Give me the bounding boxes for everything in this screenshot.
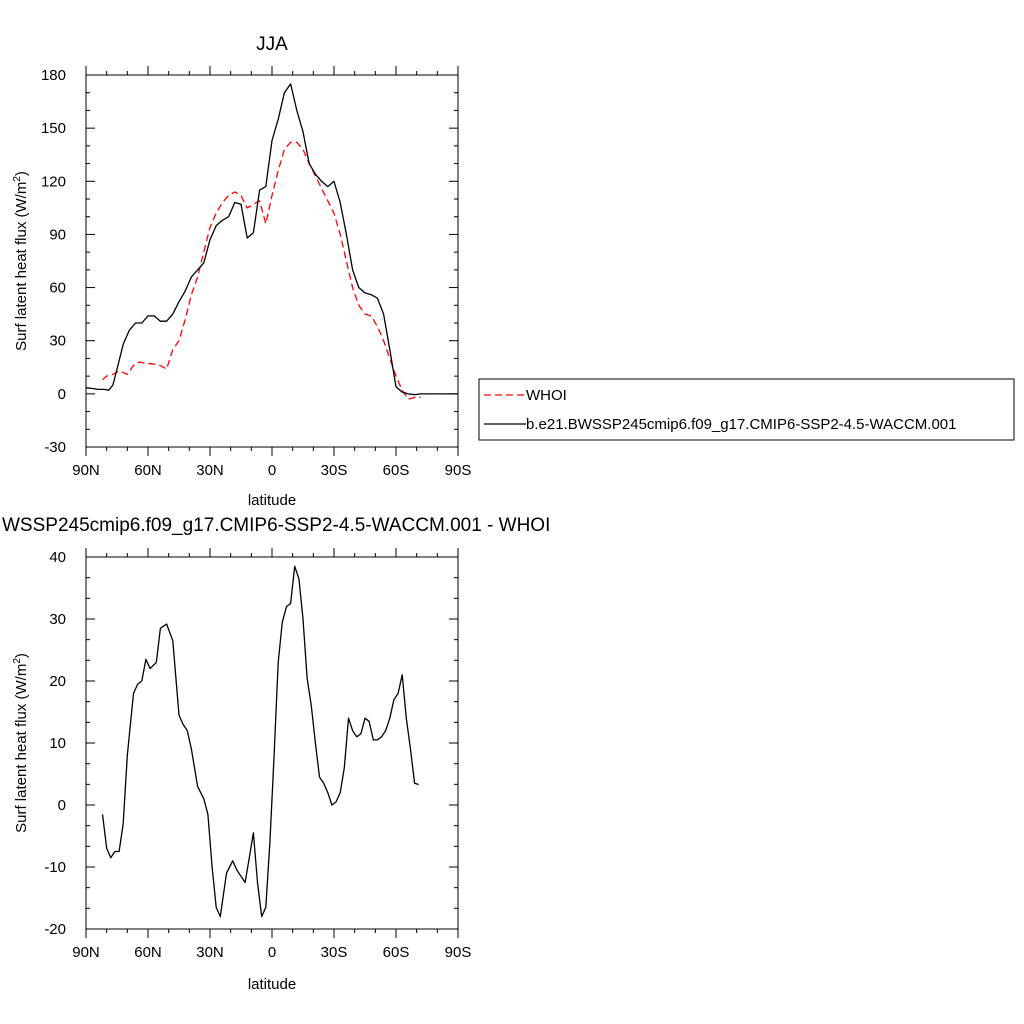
bottom-y-tick-label: 40 xyxy=(49,549,66,566)
top-y-tick-label: 180 xyxy=(41,67,66,84)
bottom-x-tick-label: 90N xyxy=(72,944,100,961)
bottom-x-tick-label: 90S xyxy=(445,944,472,961)
legend-whoi-label: WHOI xyxy=(526,387,567,404)
top-plot-panel: JJA -30 0 30 60 90 120 150 180 90N 60N 30N 0 30S 60S… xyxy=(12,34,471,509)
top-y-tick-label: 0 xyxy=(58,386,66,403)
bottom-y-tick-label: -20 xyxy=(44,921,66,938)
top-y-axis-label: Surf latent heat flux (W/m2) xyxy=(12,171,30,351)
legend-box xyxy=(478,378,1015,441)
bottom-x-tick-label: 0 xyxy=(268,944,276,961)
bottom-series-lines xyxy=(101,565,419,918)
bottom-y-axis-label: Surf latent heat flux (W/m2) xyxy=(12,653,30,833)
top-y-tick-label: 30 xyxy=(49,333,66,350)
top-y-tick-label: -30 xyxy=(44,439,66,456)
top-series-line-b-e21-bwssp245cmip6-f09-g17-cm xyxy=(85,83,458,396)
top-x-axis-label: latitude xyxy=(248,492,296,509)
top-y-axis: -30 0 30 60 90 120 150 180 xyxy=(41,67,458,456)
bottom-x-axis-label: latitude xyxy=(248,976,296,993)
bottom-x-tick-label: 60S xyxy=(383,944,410,961)
top-x-tick-label: 30S xyxy=(321,462,348,479)
top-x-tick-label: 90N xyxy=(72,462,100,479)
top-x-axis: 90N 60N 30N 0 30S 60S 90S xyxy=(72,66,471,479)
top-series-lines xyxy=(85,83,458,400)
bottom-y-tick-label: 0 xyxy=(58,797,66,814)
top-x-tick-label: 0 xyxy=(268,462,276,479)
bottom-y-axis: -20 -10 0 10 20 30 40 xyxy=(44,549,458,938)
top-x-tick-label: 30N xyxy=(196,462,224,479)
bottom-plot-title: WSSP245cmip6.f09_g17.CMIP6-SSP2-4.5-WACC… xyxy=(2,515,550,536)
top-x-tick-label: 90S xyxy=(445,462,472,479)
top-x-tick-label: 60S xyxy=(383,462,410,479)
top-y-tick-label: 120 xyxy=(41,173,66,190)
bottom-y-tick-label: 10 xyxy=(49,735,66,752)
bottom-y-tick-label: 30 xyxy=(49,611,66,628)
bottom-x-axis: 90N 60N 30N 0 30S 60S 90S xyxy=(72,548,471,961)
bottom-x-tick-label: 30N xyxy=(196,944,224,961)
bottom-series-line-difference xyxy=(101,565,419,918)
top-y-tick-label: 90 xyxy=(49,226,66,243)
top-plot-legend: WHOI b.e21.BWSSP245cmip6.f09_g17.CMIP6-S… xyxy=(478,378,1015,441)
bottom-plot-panel: WSSP245cmip6.f09_g17.CMIP6-SSP2-4.5-WACC… xyxy=(2,515,550,993)
top-plot-title: JJA xyxy=(256,34,288,55)
legend-model-label: b.e21.BWSSP245cmip6.f09_g17.CMIP6-SSP2-4… xyxy=(526,416,956,433)
top-y-tick-label: 60 xyxy=(49,280,66,297)
bottom-x-tick-label: 30S xyxy=(321,944,348,961)
bottom-plot-frame xyxy=(85,556,459,930)
bottom-y-tick-label: 20 xyxy=(49,673,66,690)
top-series-line-whoi xyxy=(102,141,421,400)
top-y-tick-label: 150 xyxy=(41,120,66,137)
bottom-x-tick-label: 60N xyxy=(134,944,162,961)
bottom-y-tick-label: -10 xyxy=(44,859,66,876)
top-x-tick-label: 60N xyxy=(134,462,162,479)
